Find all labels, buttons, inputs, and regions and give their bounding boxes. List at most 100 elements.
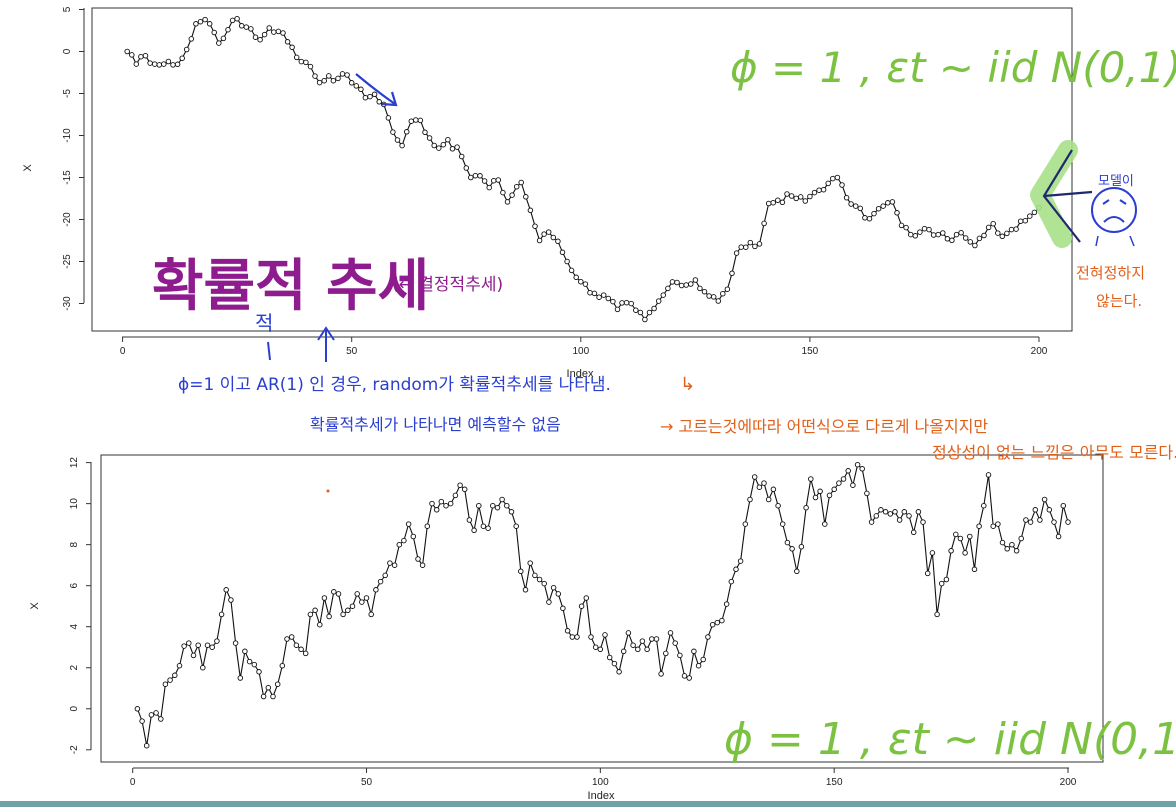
data-point: [513, 183, 520, 190]
data-point: [588, 634, 594, 640]
data-point: [667, 630, 674, 636]
data-point: [214, 638, 220, 644]
data-point: [850, 482, 856, 488]
data-point: [387, 560, 393, 566]
data-point: [724, 286, 731, 292]
data-point: [129, 52, 135, 58]
data-point: [390, 129, 396, 135]
data-point: [1008, 226, 1015, 233]
data-point: [532, 223, 538, 229]
data-point: [784, 191, 790, 197]
data-point: [985, 472, 992, 478]
data-point: [981, 502, 987, 509]
data-point: [920, 519, 926, 525]
data-point: [458, 153, 465, 160]
data-point: [816, 187, 822, 193]
data-point: [600, 292, 607, 298]
data-point: [367, 93, 373, 100]
data-point: [953, 531, 959, 538]
data-point: [242, 648, 248, 655]
data-point: [756, 241, 763, 247]
data-point: [935, 231, 941, 238]
data-point: [1017, 218, 1024, 224]
bottom-plot-frame: [100, 454, 1104, 763]
navy-bracket-mark: [1042, 149, 1093, 243]
x-tick-label: 50: [361, 777, 373, 788]
data-point: [413, 117, 419, 123]
data-point: [738, 244, 744, 250]
data-point: [1060, 502, 1067, 509]
data-point: [929, 550, 936, 556]
data-point: [765, 496, 772, 503]
data-point: [321, 595, 328, 601]
top-chart: 50-5-10-15-20-25-30 0 50 100 150 200 Index X: [22, 6, 1073, 380]
data-point: [691, 648, 697, 655]
data-point: [775, 502, 781, 509]
data-point: [797, 194, 804, 200]
data-point: [220, 35, 227, 42]
data-point: [354, 591, 360, 597]
data-point: [560, 605, 566, 612]
y-tick-label: 8: [69, 541, 80, 547]
data-point: [1023, 517, 1029, 523]
data-point: [445, 136, 451, 143]
data-point: [728, 578, 735, 585]
data-point: [582, 281, 589, 287]
top-formula-annotation: ϕ = 1 , εt ~ iid N(0,1): [730, 43, 1176, 92]
data-point: [628, 300, 634, 307]
data-point: [807, 193, 813, 200]
data-point: [251, 661, 258, 668]
data-point: [898, 222, 905, 229]
data-point: [373, 587, 379, 593]
data-point: [605, 295, 612, 302]
data-point: [564, 258, 570, 265]
data-point: [490, 502, 496, 509]
sad-face-icon: [1091, 187, 1137, 247]
data-point: [705, 634, 711, 640]
y-tick-label: 0: [69, 706, 80, 712]
data-point: [839, 182, 845, 188]
data-point: [1055, 533, 1062, 540]
data-point: [246, 658, 253, 665]
deterministic-trend-annotation: (↔ 결정적추세): [392, 275, 503, 295]
x-tick-label: 0: [130, 777, 136, 788]
data-point: [630, 642, 636, 648]
data-point: [471, 527, 477, 534]
data-point: [477, 173, 483, 179]
data-point: [148, 712, 155, 718]
data-point: [344, 72, 350, 78]
y-tick-label: 6: [69, 582, 80, 588]
data-point: [663, 650, 669, 657]
data-point: [665, 285, 671, 292]
data-point: [817, 488, 823, 495]
y-tick-label: -30: [62, 296, 73, 311]
data-point: [578, 603, 585, 609]
data-point: [167, 677, 173, 683]
data-point: [321, 77, 327, 84]
data-point: [1032, 507, 1039, 513]
data-point: [583, 595, 590, 601]
x-tick-label: 100: [592, 777, 609, 788]
data-point: [527, 207, 534, 214]
data-point: [424, 523, 431, 529]
data-point: [714, 619, 721, 626]
bottom-y-axis-label: X: [29, 602, 41, 610]
top-series-points: [124, 15, 1042, 323]
trend-arrow: [355, 73, 398, 107]
up-arrow: [317, 326, 335, 362]
data-point: [312, 73, 318, 79]
data-point: [921, 225, 928, 232]
data-point: [495, 177, 502, 183]
data-point: [678, 282, 685, 289]
data-point: [878, 507, 884, 513]
data-point: [165, 58, 172, 65]
data-point: [995, 521, 1001, 527]
data-point: [669, 279, 676, 285]
data-point: [340, 611, 346, 618]
data-point: [623, 299, 630, 306]
data-point: [229, 17, 236, 24]
stochastic-trend-annotation: 확률적 추세: [152, 254, 429, 319]
data-point: [345, 607, 351, 614]
data-point: [859, 466, 865, 472]
data-point: [1031, 209, 1038, 216]
